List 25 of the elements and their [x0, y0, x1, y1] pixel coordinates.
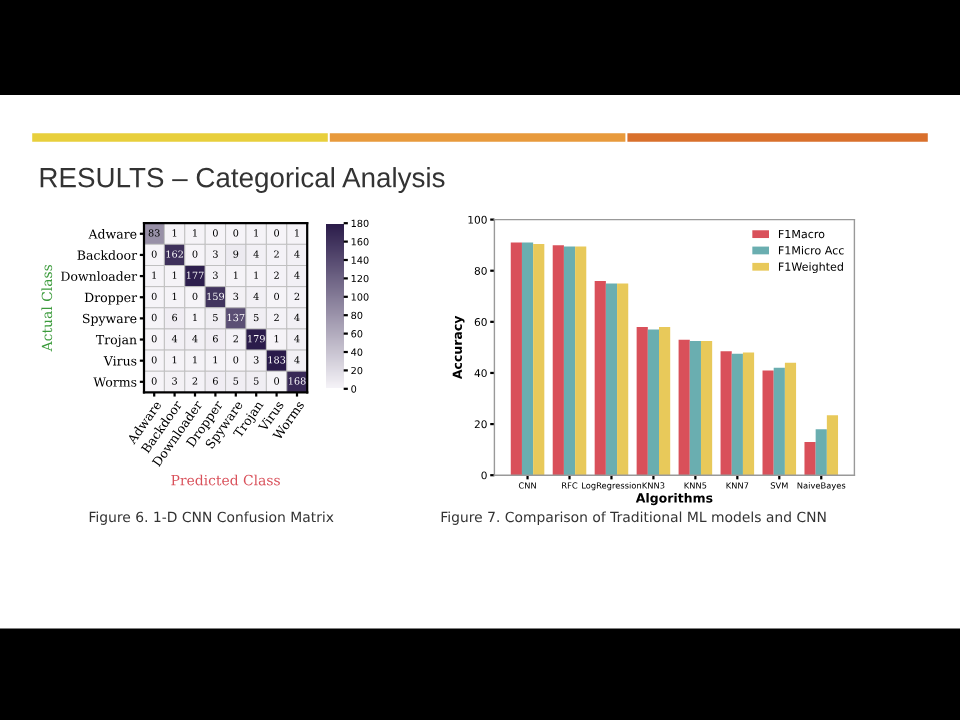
bar: [659, 326, 671, 476]
bar: [720, 351, 732, 476]
bar: [815, 429, 827, 476]
bar: [804, 441, 816, 476]
bar: [521, 242, 534, 476]
bar: [647, 329, 660, 476]
bar: [689, 341, 701, 476]
bar: [510, 242, 522, 476]
bar: [784, 362, 797, 476]
bar: [773, 367, 785, 476]
bar: [605, 283, 618, 476]
bar: [678, 339, 690, 476]
bar: [552, 245, 564, 476]
bar: [826, 415, 839, 476]
chart-title: RESULTS – Categorical Analysis: [40, 167, 445, 193]
bar: [742, 352, 755, 476]
bar: [563, 246, 576, 476]
bar: [636, 326, 648, 476]
bar: [575, 246, 587, 476]
bar: [617, 283, 629, 476]
bar: [594, 280, 606, 476]
bar: [731, 353, 743, 476]
bar: [762, 370, 774, 476]
bar: [700, 341, 713, 476]
bar: [533, 243, 545, 476]
